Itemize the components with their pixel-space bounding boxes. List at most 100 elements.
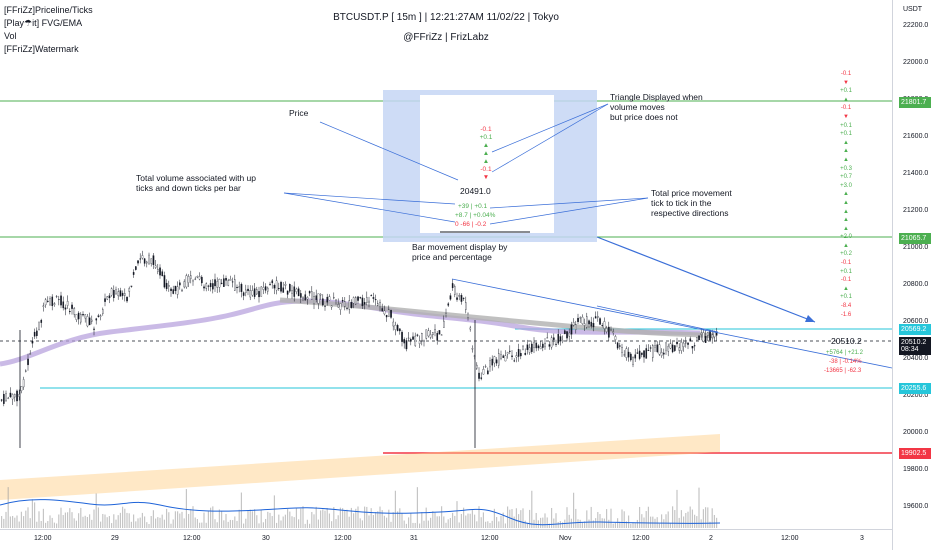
candle-body <box>7 397 10 399</box>
volume-bar <box>172 519 174 528</box>
volume-bar <box>309 523 311 528</box>
candle-body <box>458 295 461 297</box>
volume-bar <box>412 522 414 528</box>
volume-bar <box>471 510 473 528</box>
candle-body <box>403 339 406 344</box>
candle-body <box>238 286 241 288</box>
candle-body <box>616 342 619 349</box>
volume-bar <box>566 507 568 528</box>
volume-bar <box>58 514 60 528</box>
candle-body <box>75 314 78 320</box>
volume-bar <box>423 520 425 528</box>
candle-body <box>605 328 608 332</box>
volume-bar <box>254 509 256 528</box>
candle-body <box>11 394 14 400</box>
volume-bar <box>291 516 293 528</box>
candle-body <box>566 331 568 339</box>
volume-bar <box>179 513 181 528</box>
candle-body <box>284 284 287 286</box>
candle-body <box>456 297 458 300</box>
candle-body <box>302 297 304 299</box>
candle-body <box>60 295 62 306</box>
candle-body <box>172 289 175 294</box>
volume-bar <box>245 518 247 528</box>
candle-body <box>588 320 590 325</box>
candle-body <box>568 332 571 337</box>
volume-bar <box>302 506 304 528</box>
legend-item-fvg-ema[interactable]: [Play☂it] FVG/EMA <box>4 18 83 28</box>
time-tick-label: Nov <box>559 535 572 542</box>
volume-bar <box>71 512 73 528</box>
candle-body <box>119 290 122 297</box>
volume-bar <box>42 508 44 528</box>
volume-bar <box>650 516 652 528</box>
candle-body <box>143 258 146 264</box>
candle-body <box>95 318 98 321</box>
volume-bar <box>489 522 491 528</box>
candle-body <box>487 370 489 375</box>
annotation-triangle: Triangle Displayed when volume moves but p… <box>610 92 703 122</box>
volume-bar <box>496 517 498 528</box>
volume-bar <box>201 522 203 528</box>
volume-bar <box>630 523 632 528</box>
volume-bar <box>353 513 355 528</box>
candle-body <box>216 281 219 288</box>
volume-bar <box>383 515 385 528</box>
candle-body <box>121 292 124 296</box>
candle-body <box>273 285 276 289</box>
volume-bar <box>460 513 462 528</box>
candle-body <box>36 330 38 337</box>
volume-bar <box>276 522 278 528</box>
volume-bar <box>218 509 220 528</box>
volume-bar <box>139 517 141 528</box>
legend-item-watermark[interactable]: [FFriZz]Watermark <box>4 44 79 54</box>
volume-bar <box>196 519 198 528</box>
candle-body <box>676 341 678 345</box>
candle-body <box>209 283 212 288</box>
candle-body <box>348 300 351 310</box>
trendline-2[interactable] <box>596 305 719 333</box>
volume-bar <box>225 514 227 528</box>
volume-bar <box>601 518 603 528</box>
candle-body <box>258 291 260 298</box>
time-axis[interactable] <box>0 529 892 551</box>
candle-body <box>553 337 555 340</box>
candle-body <box>190 275 192 279</box>
candle-body <box>517 349 520 357</box>
candle-body <box>203 286 205 289</box>
volume-bar <box>137 518 139 528</box>
candle-body <box>498 353 500 366</box>
candle-body <box>515 355 518 358</box>
annotation-total-price: Total price movement tick to tick in the r… <box>651 188 732 218</box>
candle-body <box>412 336 414 340</box>
candle-body <box>462 297 465 299</box>
tick-entry: ▼ <box>843 113 849 120</box>
candle-body <box>315 295 318 300</box>
volume-bar <box>157 517 159 528</box>
volume-bar <box>31 499 33 528</box>
tick-entry: +0.1 <box>840 88 852 95</box>
candle-body <box>471 348 474 350</box>
volume-bar <box>581 522 583 528</box>
candle-body <box>247 288 249 292</box>
candle-body <box>102 309 104 314</box>
candle-body <box>619 345 621 347</box>
price-tag: 19902.5 <box>899 448 931 459</box>
volume-bar <box>509 509 511 528</box>
trendline-1[interactable] <box>451 278 893 369</box>
volume-bar <box>86 516 88 528</box>
candle-body <box>425 329 428 339</box>
volume-bar <box>238 509 240 528</box>
legend-item-priceline[interactable]: [FFriZz]Priceline/Ticks <box>4 5 93 15</box>
candle-body <box>429 334 432 338</box>
candle-body <box>632 357 634 365</box>
legend-item-vol[interactable]: Vol <box>4 31 17 41</box>
candle-body <box>150 258 153 264</box>
volume-bar <box>240 492 242 528</box>
candle-body <box>546 337 549 339</box>
price-tag: 20569.2 <box>899 324 931 335</box>
candle-body <box>693 345 696 347</box>
candle-body <box>236 286 238 289</box>
price-tick-label: 22200.0 <box>903 22 929 30</box>
